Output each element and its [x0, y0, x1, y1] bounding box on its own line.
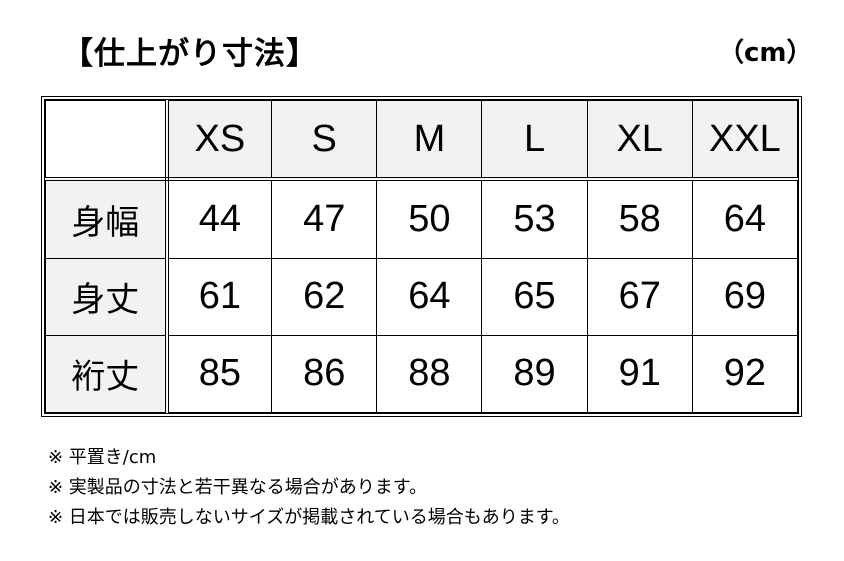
table-cell: 86 — [271, 334, 378, 414]
size-table: XS S M L XL XXL 身幅 44 47 50 53 58 64 身丈 … — [41, 96, 802, 417]
table-cell: 58 — [586, 178, 693, 259]
note: ※ 実製品の寸法と若干異なる場合があります。 — [48, 477, 428, 498]
table-cell: 88 — [376, 334, 483, 414]
table-header-row: XS S M L XL XXL — [45, 100, 799, 181]
corner-cell — [45, 100, 169, 181]
table-row: 身丈 61 62 64 65 67 69 — [45, 257, 799, 336]
row-label: 身幅 — [45, 178, 169, 259]
table-cell: 67 — [586, 257, 693, 336]
table-row: 裄丈 85 86 88 89 91 92 — [45, 334, 799, 414]
note: ※ 日本では販売しないサイズが掲載されている場合もあります。 — [48, 507, 570, 528]
table-cell: 62 — [271, 257, 378, 336]
table-row: 身幅 44 47 50 53 58 64 — [45, 178, 799, 259]
size-header: XS — [165, 100, 273, 181]
table-cell: 53 — [481, 178, 588, 259]
table-cell: 69 — [691, 257, 799, 336]
table-cell: 85 — [165, 334, 273, 414]
size-header: XXL — [691, 100, 799, 181]
notes: ※ 平置き/cm ※ 実製品の寸法と若干異なる場合があります。 ※ 日本では販売… — [48, 443, 570, 533]
size-header: S — [271, 100, 378, 181]
table-cell: 91 — [586, 334, 693, 414]
table-cell: 61 — [165, 257, 273, 336]
unit-label: （cm） — [718, 38, 813, 68]
table-cell: 89 — [481, 334, 588, 414]
table-cell: 44 — [165, 178, 273, 259]
size-header: XL — [586, 100, 693, 181]
chart-title: 【仕上がり寸法】 — [62, 36, 318, 72]
table-cell: 92 — [691, 334, 799, 414]
table-cell: 50 — [376, 178, 483, 259]
table-cell: 64 — [376, 257, 483, 336]
size-header: L — [481, 100, 588, 181]
table-cell: 64 — [691, 178, 799, 259]
table-cell: 47 — [271, 178, 378, 259]
row-label: 身丈 — [45, 257, 169, 336]
note: ※ 平置き/cm — [48, 447, 157, 468]
size-header: M — [376, 100, 483, 181]
table-cell: 65 — [481, 257, 588, 336]
row-label: 裄丈 — [45, 334, 169, 414]
